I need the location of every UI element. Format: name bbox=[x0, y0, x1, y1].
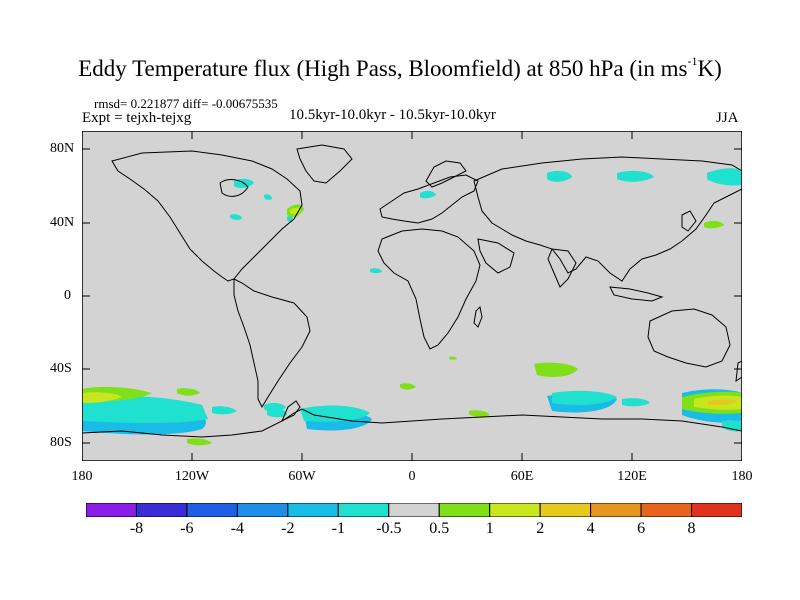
colorbar-label: -1 bbox=[331, 520, 345, 537]
madagascar-outline bbox=[473, 305, 483, 328]
anomaly-kerguelen-cyan bbox=[622, 398, 650, 407]
continent-outlines bbox=[82, 144, 742, 438]
colorbar-label: 8 bbox=[687, 520, 696, 537]
lon-tick-60w: 60W bbox=[288, 469, 316, 484]
lon-tick-120e: 120E bbox=[617, 469, 647, 484]
colorbar bbox=[86, 503, 742, 517]
anomaly-south-atlantic-green bbox=[469, 410, 490, 417]
antarctica-outline bbox=[82, 408, 742, 438]
anomaly-bering-green bbox=[704, 220, 724, 229]
scandinavia-outline bbox=[425, 160, 467, 188]
colorbar-swatch bbox=[135, 503, 188, 517]
anomaly-indian-southern-teal bbox=[552, 390, 617, 405]
anomaly-canaries-teal bbox=[370, 268, 382, 274]
colorbar-swatch bbox=[438, 503, 491, 517]
anomaly-gulf-st-lawrence-yellow bbox=[290, 207, 301, 215]
lat-tick-80s: 80S bbox=[50, 435, 72, 450]
experiment-label: Expt = tejxh-tejxg bbox=[82, 110, 192, 126]
anomaly-barents-teal bbox=[547, 170, 572, 182]
north-america-outline bbox=[111, 150, 303, 282]
anomaly-drake-cyan bbox=[264, 402, 286, 412]
colorbar-swatch bbox=[86, 503, 137, 517]
anomaly-ross-cyan bbox=[212, 406, 237, 415]
season-label: JJA bbox=[716, 110, 739, 126]
anomaly-fields bbox=[82, 168, 742, 446]
indonesia-outline bbox=[609, 286, 664, 302]
colorbar-label: -4 bbox=[230, 520, 245, 537]
greenland-outline bbox=[296, 144, 353, 184]
colorbar-swatch bbox=[236, 503, 289, 517]
anomaly-southern-africa-green bbox=[449, 356, 457, 360]
africa-outline bbox=[377, 228, 481, 350]
lat-tick-40n: 40N bbox=[50, 215, 75, 230]
colorbar-swatch bbox=[287, 503, 339, 517]
colorbar-label: 4 bbox=[586, 520, 595, 537]
new-zealand-outline bbox=[735, 360, 742, 383]
anomaly-southern-pacific-yellow bbox=[82, 392, 122, 403]
anomaly-ross-sea-teal bbox=[722, 420, 742, 432]
anomaly-green-pacific-south bbox=[187, 438, 212, 446]
colorbar-swatch bbox=[388, 503, 440, 517]
lon-tick-60e: 60E bbox=[510, 469, 534, 484]
lat-tick-80n: 80N bbox=[50, 141, 75, 156]
colorbar-swatch bbox=[539, 503, 592, 517]
lat-tick-40s: 40S bbox=[50, 361, 72, 376]
colorbar-label: 2 bbox=[536, 520, 545, 537]
colorbar-swatch bbox=[590, 503, 642, 517]
lon-tick-180-left: 180 bbox=[71, 469, 93, 484]
japan-outline bbox=[681, 210, 697, 232]
stats-line: rmsd= 0.221877 diff= -0.00675535 bbox=[94, 96, 278, 111]
colorbar-label: 6 bbox=[637, 520, 646, 537]
lon-tick-0: 0 bbox=[408, 469, 416, 484]
colorbar-label: -6 bbox=[180, 520, 194, 537]
colorbar-swatch bbox=[640, 503, 693, 517]
anomaly-southern-pacific-green-east bbox=[177, 388, 200, 396]
colorbar-label: -8 bbox=[129, 520, 144, 537]
south-america-outline bbox=[233, 278, 311, 409]
antarctic-peninsula-outline bbox=[281, 400, 301, 423]
colorbar-swatch bbox=[186, 503, 238, 517]
india-outline bbox=[547, 248, 577, 288]
lon-tick-120w: 120W bbox=[174, 469, 210, 484]
world-map bbox=[82, 131, 742, 461]
anomaly-tasman-orange bbox=[708, 399, 738, 405]
colorbar-swatch bbox=[489, 503, 541, 517]
anomaly-southern-pacific-teal bbox=[82, 396, 208, 423]
period-label: 10.5kyr-10.0kyr - 10.5kyr-10.0kyr bbox=[289, 107, 496, 123]
lat-tick-0: 0 bbox=[64, 288, 71, 303]
axis-ticks bbox=[82, 131, 742, 461]
colorbar-swatch bbox=[691, 503, 742, 517]
anomaly-atlantic-north-teal bbox=[230, 214, 242, 220]
plot-title: Eddy Temperature flux (High Pass, Bloomf… bbox=[78, 54, 722, 81]
lon-tick-180-right: 180 bbox=[731, 469, 753, 484]
anomaly-weddell-teal bbox=[300, 405, 370, 422]
asia-outline bbox=[473, 156, 742, 282]
australia-outline bbox=[647, 308, 731, 368]
anomaly-east-siberian-teal bbox=[707, 168, 742, 186]
colorbar-label: -0.5 bbox=[376, 520, 402, 537]
colorbar-label: 1 bbox=[485, 520, 494, 537]
arabia-outline bbox=[477, 238, 515, 274]
anomaly-labrador-teal bbox=[264, 194, 272, 200]
hudson-bay-outline bbox=[219, 179, 249, 197]
anomaly-kara-teal bbox=[617, 170, 654, 182]
europe-outline bbox=[379, 174, 479, 224]
colorbar-swatch bbox=[337, 503, 390, 517]
anomaly-norwegian-teal bbox=[420, 190, 436, 199]
anomaly-atlantic-green bbox=[400, 383, 416, 390]
anomaly-south-indian-green bbox=[534, 362, 578, 377]
colorbar-label: 0.5 bbox=[429, 520, 450, 537]
colorbar-label: -2 bbox=[281, 520, 295, 537]
